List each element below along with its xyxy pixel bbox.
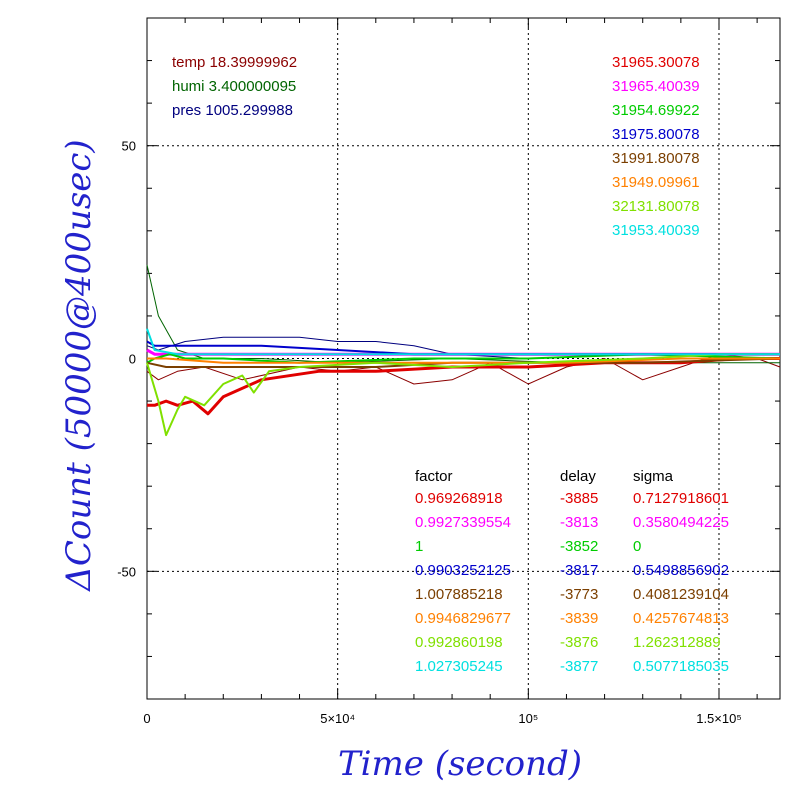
table-factor-value: 0.9946829677 — [415, 610, 511, 627]
series-mean: 31965.30078 — [612, 54, 700, 71]
table-factor-value: 0.969268918 — [415, 490, 503, 507]
table-delay-value: -3876 — [560, 634, 598, 651]
y-tick-label: 50 — [122, 139, 136, 154]
table-sigma-value: 1.262312889 — [633, 634, 721, 651]
table-delay-value: -3885 — [560, 490, 598, 507]
table-delay-value: -3877 — [560, 658, 598, 675]
table-factor-value: 1 — [415, 538, 423, 555]
x-tick-label: 5×10⁴ — [320, 711, 355, 726]
table-sigma-value: 0.3580494225 — [633, 514, 729, 531]
env-reading: pres 1005.299988 — [172, 102, 293, 119]
x-tick-label: 0 — [143, 711, 150, 726]
table-header-sigma: sigma — [633, 468, 674, 485]
series-mean: 31965.40039 — [612, 78, 700, 95]
series-mean: 31949.09961 — [612, 174, 700, 191]
table-sigma-value: 0.5077185035 — [633, 658, 729, 675]
series-line-8 — [146, 328, 780, 356]
series-line-6 — [147, 357, 780, 364]
env-reading: temp 18.39999962 — [172, 54, 297, 71]
y-axis-title: ΔCount (50000@400usec) — [59, 139, 99, 592]
x-tick-label: 1.5×10⁵ — [696, 711, 742, 726]
ticks — [146, 18, 780, 699]
table-delay-value: -3839 — [560, 610, 598, 627]
table-header-factor: factor — [415, 468, 453, 485]
table-factor-value: 1.027305245 — [415, 658, 503, 675]
series-lines — [146, 264, 781, 437]
series-line-3 — [146, 353, 781, 364]
table-factor-value: 0.9927339554 — [415, 514, 511, 531]
annotations: temp 18.39999962 humi 3.400000095 pres 100… — [172, 54, 729, 675]
humi-series-line — [146, 264, 780, 364]
series-mean: 31954.69922 — [612, 102, 700, 119]
table-delay-value: -3817 — [560, 562, 598, 579]
table-sigma-value: 0.4081239104 — [633, 586, 729, 603]
y-tick-label: -50 — [117, 564, 136, 579]
table-sigma-value: 0 — [633, 538, 641, 555]
table-sigma-value: 0.5498856902 — [633, 562, 729, 579]
table-delay-value: -3852 — [560, 538, 598, 555]
table-factor-value: 1.007885218 — [415, 586, 503, 603]
series-line-4 — [146, 340, 780, 356]
series-mean: 31953.40039 — [612, 222, 700, 239]
y-tick-label: 0 — [129, 352, 136, 367]
series-mean: 32131.80078 — [612, 198, 700, 215]
env-reading: humi 3.400000095 — [172, 78, 296, 95]
series-mean: 31991.80078 — [612, 150, 700, 167]
table-header-delay: delay — [560, 468, 596, 485]
series-line-7 — [146, 353, 780, 437]
table-sigma-value: 0.7127918601 — [633, 490, 729, 507]
x-axis-title: Time (second) — [338, 744, 582, 784]
x-tick-label: 10⁵ — [518, 711, 538, 726]
tick-labels: 0 5×10⁴ 10⁵ 1.5×10⁵ 50 0 -50 — [117, 139, 742, 726]
series-line-5 — [146, 357, 781, 368]
table-factor-value: 0.992860198 — [415, 634, 503, 651]
table-factor-value: 0.9903252125 — [415, 562, 511, 579]
table-delay-value: -3773 — [560, 586, 598, 603]
table-sigma-value: 0.4257674813 — [633, 610, 729, 627]
series-mean: 31975.80078 — [612, 126, 700, 143]
table-delay-value: -3813 — [560, 514, 598, 531]
